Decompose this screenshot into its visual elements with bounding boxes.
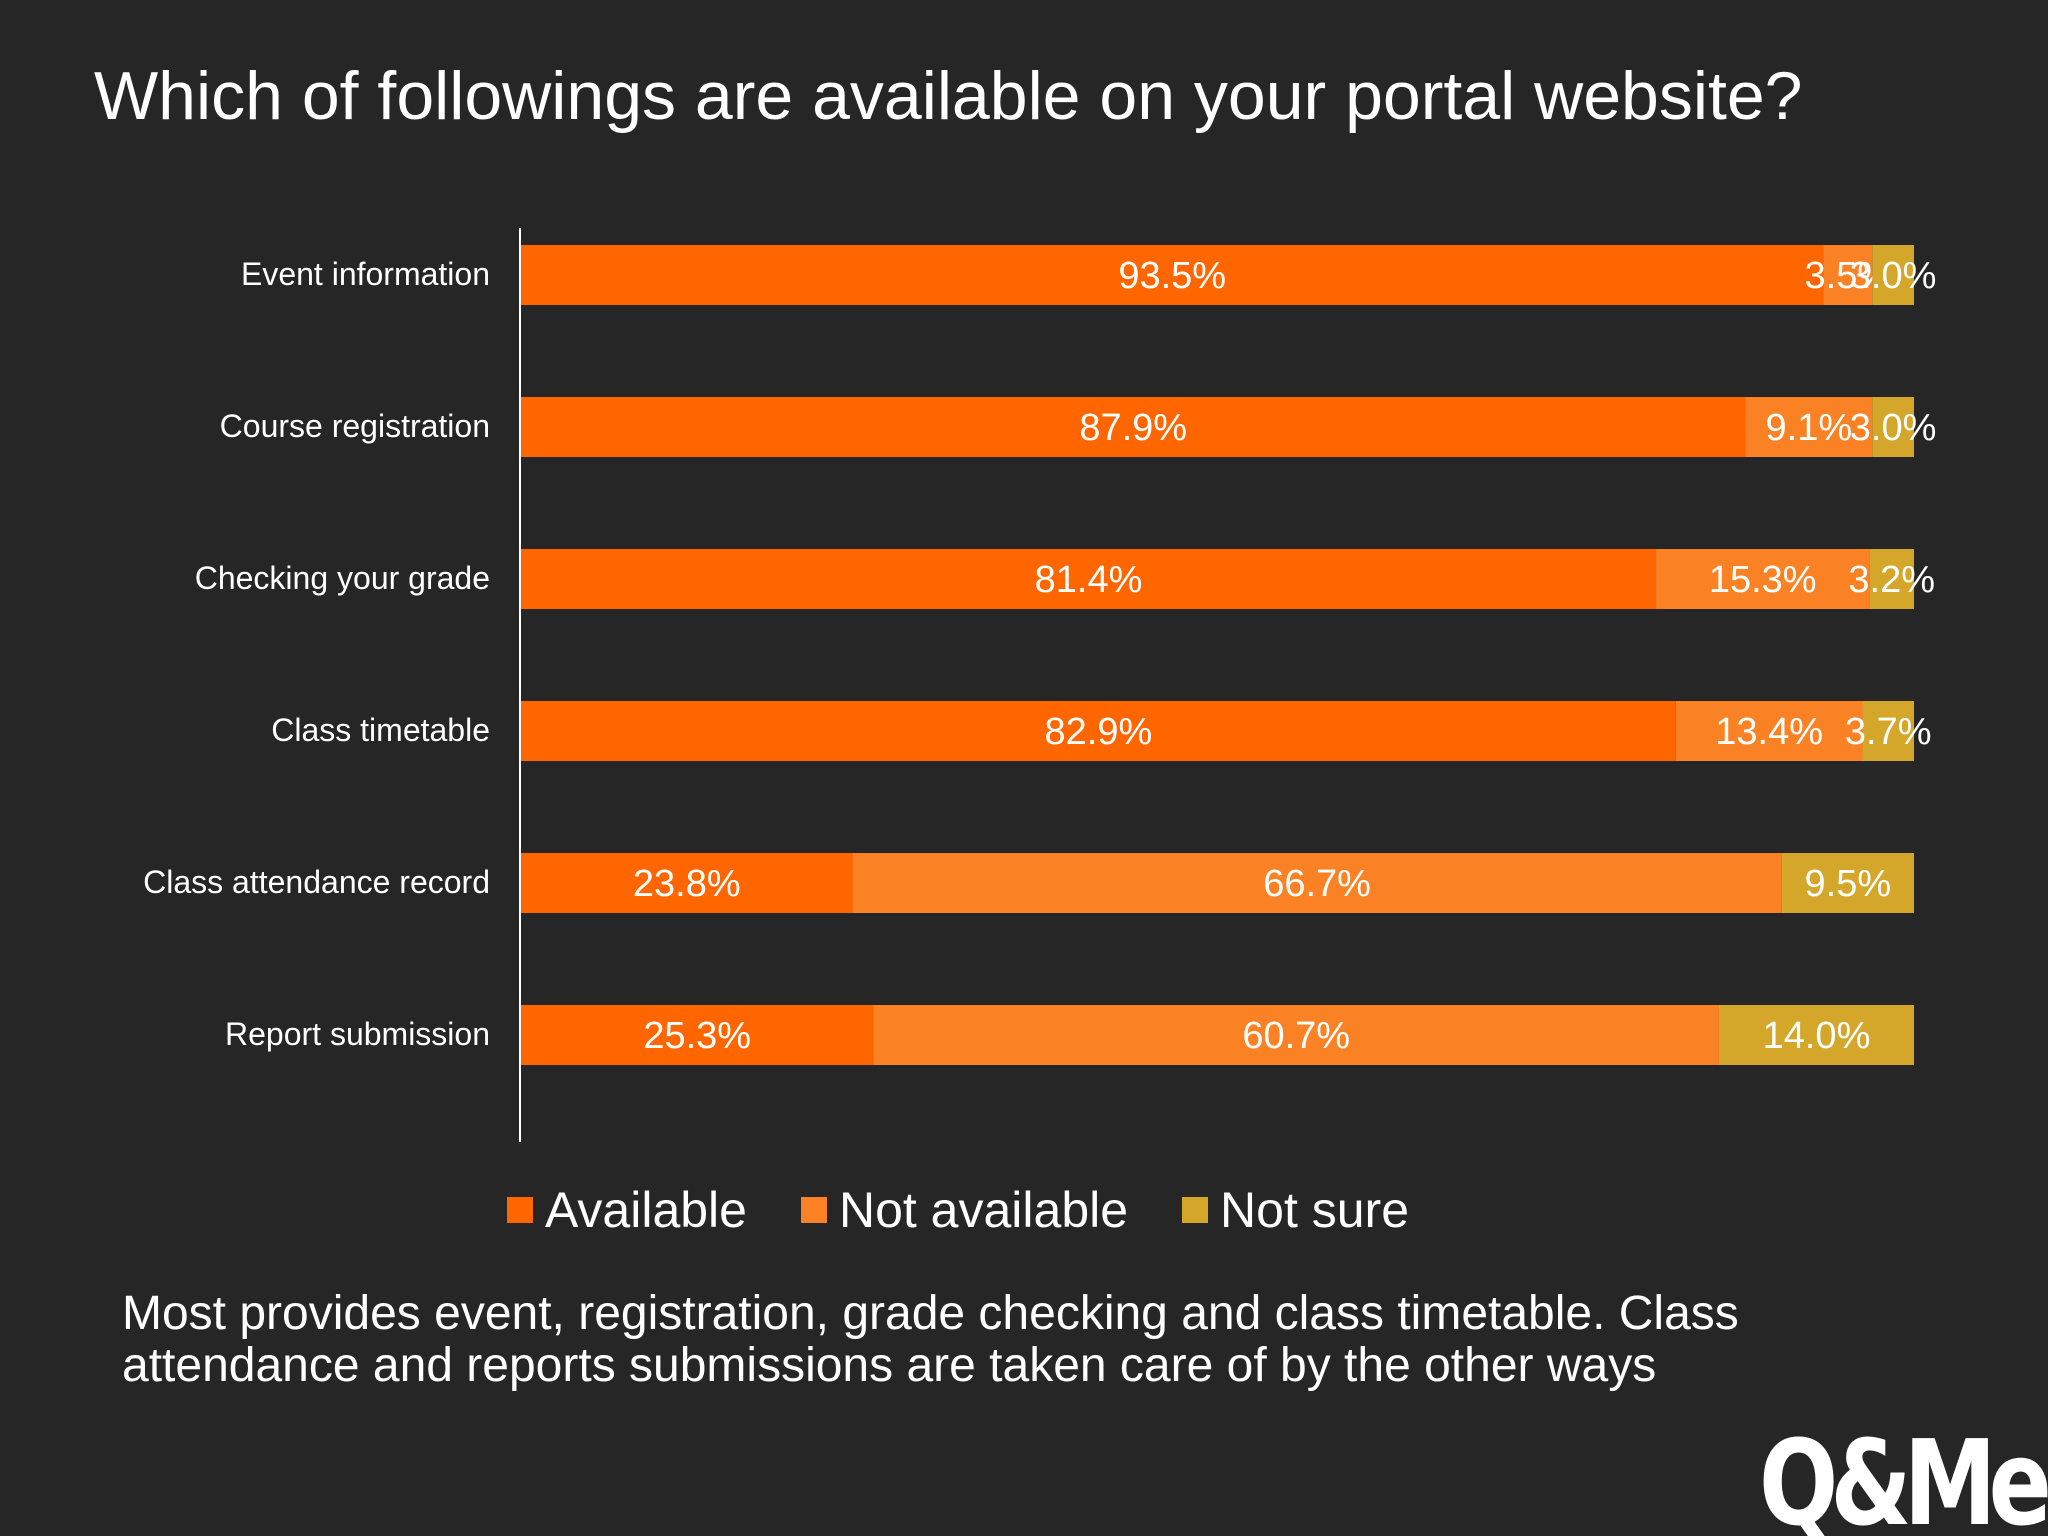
value-label-class-attendance-record-not-sure: 9.5%: [1805, 863, 1892, 905]
value-label-checking-your-grade-not-available: 15.3%: [1709, 559, 1817, 601]
legend-item-available: Available: [506, 1180, 747, 1240]
bar-report-submission-not-available: [873, 1005, 1719, 1065]
value-label-course-registration-not-available: 9.1%: [1766, 407, 1853, 449]
svg-text:Q&Me: Q&Me: [1759, 1420, 2048, 1536]
chart-title: Which of followings are available on you…: [94, 58, 1803, 134]
bar-report-submission-available: [521, 1005, 874, 1065]
legend-item-not-available: Not available: [800, 1180, 1129, 1240]
value-label-report-submission-not-sure: 14.0%: [1763, 1015, 1871, 1057]
qme-logo: Q&Me: [1759, 1420, 2048, 1536]
value-label-course-registration-not-sure: 3.0%: [1850, 407, 1937, 449]
value-label-class-attendance-record-not-available: 66.7%: [1263, 863, 1371, 905]
legend-swatch-not-available: [800, 1197, 827, 1223]
legend: Available Not available Not sure: [0, 1180, 1916, 1240]
bar-class-attendance-record-not-available: [852, 853, 1782, 913]
legend-label-available: Available: [544, 1182, 747, 1238]
bar-class-attendance-record-not-sure: [1781, 853, 1914, 913]
value-label-report-submission-not-available: 60.7%: [1242, 1015, 1350, 1057]
bar-event-information-not-available: [1823, 245, 1873, 305]
legend-swatch-not-sure: [1182, 1197, 1209, 1223]
legend-item-not-sure: Not sure: [1182, 1180, 1409, 1240]
category-label-class-timetable: Class timetable: [271, 712, 490, 748]
bar-checking-your-grade-not-available: [1656, 549, 1870, 609]
value-label-checking-your-grade-not-sure: 3.2%: [1848, 559, 1935, 601]
bar-event-information-not-sure: [1872, 245, 1914, 305]
value-label-class-timetable-not-available: 13.4%: [1715, 711, 1823, 753]
category-label-course-registration: Course registration: [220, 408, 490, 444]
stacked-bar-chart: Event information 93.5% 3.5%3.0%Course reg…: [143, 228, 1936, 1142]
value-label-class-timetable-not-sure: 3.7%: [1845, 711, 1932, 753]
category-label-report-submission: Report submission: [225, 1016, 490, 1052]
legend-swatch-available: [506, 1197, 533, 1223]
bar-class-timetable-not-sure: [1862, 701, 1914, 761]
value-label-course-registration-available: 87.9%: [1079, 407, 1187, 449]
bar-course-registration-available: [521, 397, 1746, 457]
summary-text: Most provides event, registration, grade…: [122, 1287, 1739, 1392]
category-label-checking-your-grade: Checking your grade: [195, 560, 490, 596]
bar-class-timetable-not-available: [1675, 701, 1863, 761]
value-label-report-submission-available: 25.3%: [643, 1015, 751, 1057]
bar-course-registration-not-sure: [1872, 397, 1914, 457]
bar-class-timetable-available: [521, 701, 1676, 761]
bars-group: Event information 93.5% 3.5%3.0%Course reg…: [143, 245, 1936, 1065]
bar-report-submission-not-sure: [1718, 1005, 1914, 1065]
value-label-event-information-available: 93.5%: [1118, 255, 1226, 297]
bar-checking-your-grade-available: [521, 549, 1657, 609]
bar-class-attendance-record-available: [521, 853, 853, 913]
bar-checking-your-grade-not-sure: [1869, 549, 1914, 609]
value-label-class-timetable-available: 82.9%: [1045, 711, 1153, 753]
value-label-class-attendance-record-available: 23.8%: [633, 863, 741, 905]
category-label-event-information: Event information: [241, 256, 490, 292]
legend-label-not-available: Not available: [838, 1182, 1129, 1238]
legend-label-not-sure: Not sure: [1220, 1182, 1410, 1238]
value-label-event-information-not-sure: 3.0%: [1850, 255, 1937, 297]
bar-course-registration-not-available: [1745, 397, 1873, 457]
value-label-checking-your-grade-available: 81.4%: [1035, 559, 1143, 601]
category-label-class-attendance-record: Class attendance record: [143, 864, 490, 900]
bar-event-information-available: [521, 245, 1824, 305]
